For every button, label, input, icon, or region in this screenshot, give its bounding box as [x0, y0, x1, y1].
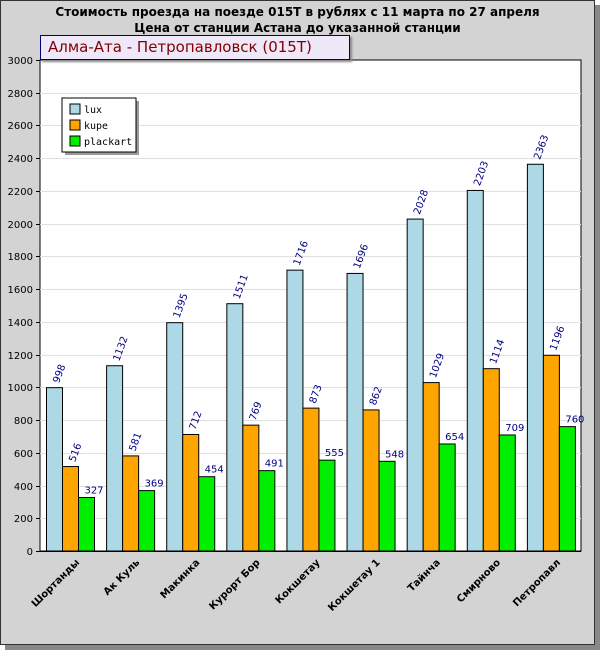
x-category-label: Макинка — [159, 557, 203, 601]
legend-swatch-lux — [69, 103, 81, 115]
y-tick-label: 1600 — [8, 285, 33, 296]
bar-lux — [226, 303, 244, 552]
legend-label: lux — [84, 105, 102, 116]
bar-lux — [466, 189, 484, 552]
y-tick-label: 2200 — [8, 187, 33, 198]
bar-plackart — [558, 426, 576, 552]
bar-kupe — [182, 433, 200, 552]
x-category-label: Курорт Бор — [207, 557, 262, 612]
x-category-label: Ак Куль — [102, 557, 143, 598]
x-category-label: Кокшетау — [274, 557, 323, 606]
legend-swatch-kupe — [69, 119, 81, 131]
value-label: 760 — [565, 415, 584, 426]
y-tick-label: 1400 — [8, 318, 33, 329]
x-category-label: Шортанды — [30, 557, 82, 609]
bar-plackart — [438, 443, 456, 552]
bar-plackart — [498, 434, 516, 552]
bar-kupe — [362, 409, 380, 552]
y-tick-label: 2800 — [8, 89, 33, 100]
value-label: 654 — [445, 432, 464, 443]
y-tick-label: 1000 — [8, 383, 33, 394]
value-label: 491 — [265, 459, 284, 470]
y-tick-label: 1200 — [8, 351, 33, 362]
bar-kupe — [122, 455, 140, 552]
bar-lux — [406, 218, 424, 552]
legend-swatch-plackart — [69, 135, 81, 147]
bar-lux — [526, 163, 544, 552]
chart-subtitle: Цена от станции Астана до указанной стан… — [134, 21, 461, 35]
legend-label: kupe — [84, 121, 108, 132]
y-tick-label: 2600 — [8, 121, 33, 132]
value-label: 369 — [145, 479, 164, 490]
bar-lux — [346, 272, 364, 552]
x-category-label: Тайнча — [406, 557, 443, 594]
x-category-label: Петропавл — [511, 557, 563, 609]
bar-kupe — [482, 368, 500, 552]
bar-lux — [46, 387, 63, 552]
bar-plackart — [378, 460, 396, 552]
y-tick-label: 2400 — [8, 154, 33, 165]
y-tick-label: 600 — [14, 449, 33, 460]
bar-lux — [106, 365, 124, 552]
chart-title: Стоимость проезда на поезде 015Т в рубля… — [55, 5, 540, 19]
bar-plackart — [78, 496, 95, 552]
bar-plackart — [198, 476, 216, 552]
bar-lux — [286, 269, 304, 552]
bar-kupe — [242, 424, 260, 552]
value-label: 555 — [325, 448, 344, 459]
bar-lux — [166, 322, 184, 552]
legend-label: plackart — [84, 137, 132, 148]
route-label-box: Алма-Ата - Петропавловск (015Т) — [40, 35, 350, 60]
value-label: 327 — [84, 485, 103, 496]
y-tick-label: 3000 — [8, 56, 33, 67]
value-label: 454 — [205, 465, 224, 476]
bar-plackart — [318, 459, 336, 552]
y-tick-label: 0 — [27, 547, 33, 558]
x-category-label: Кокшетау 1 — [326, 557, 382, 613]
route-label: Алма-Ата - Петропавловск (015Т) — [48, 38, 312, 56]
bar-kupe — [302, 407, 320, 552]
bar-plackart — [138, 490, 156, 552]
bar-kupe — [542, 354, 560, 552]
y-tick-label: 1800 — [8, 252, 33, 263]
y-tick-label: 400 — [14, 482, 33, 493]
y-tick-label: 200 — [14, 514, 33, 525]
y-tick-label: 2000 — [8, 220, 33, 231]
x-category-label: Смирново — [455, 557, 503, 605]
bar-plackart — [258, 470, 276, 552]
value-label: 709 — [505, 423, 524, 434]
bar-kupe — [62, 466, 79, 552]
value-label: 548 — [385, 449, 404, 460]
bar-kupe — [422, 382, 440, 552]
y-tick-label: 800 — [14, 416, 33, 427]
